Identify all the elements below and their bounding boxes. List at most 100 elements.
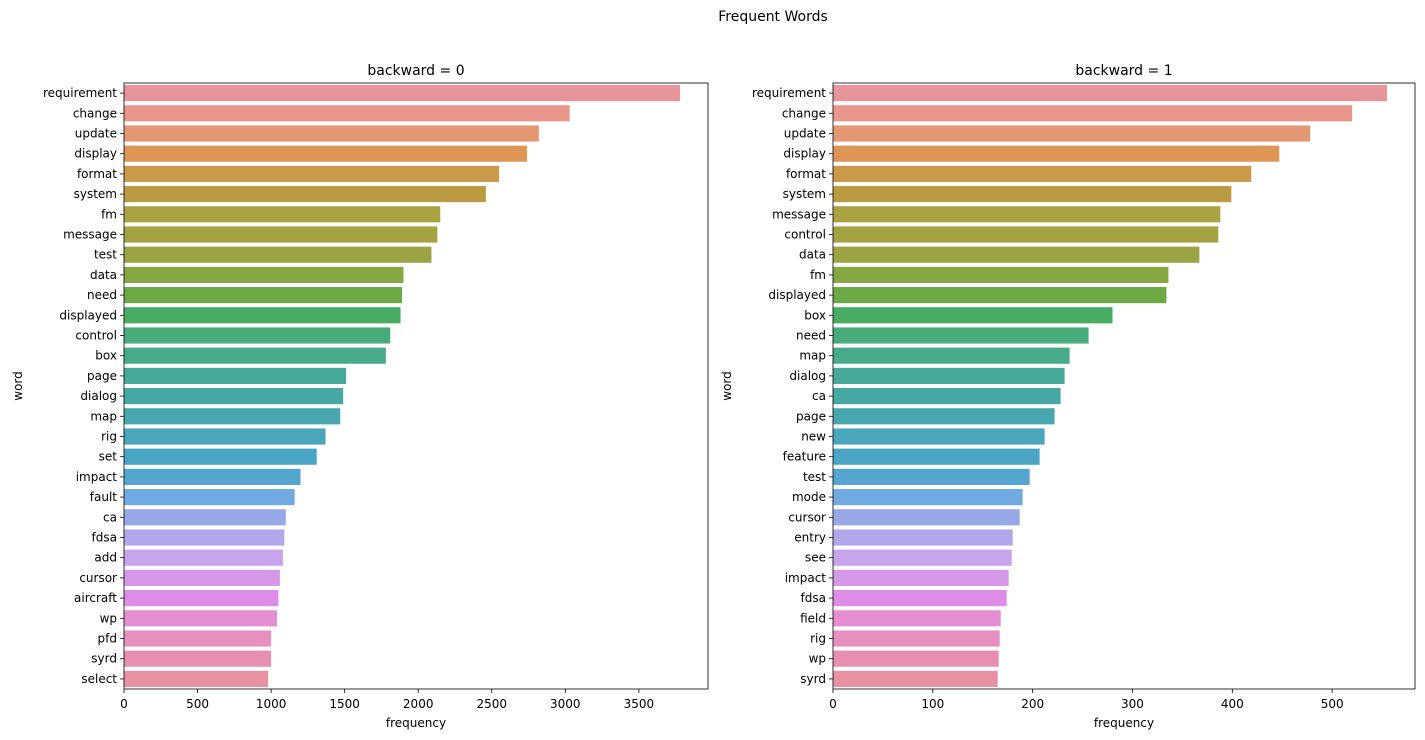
bar-fdsa — [833, 590, 1007, 607]
bar-data — [833, 246, 1200, 263]
x-tick-label: 500 — [1321, 697, 1344, 711]
bar-entry — [833, 529, 1013, 546]
x-tick-label: 0 — [829, 697, 837, 711]
y-tick-label: set — [99, 450, 118, 464]
y-tick-label: fdsa — [801, 591, 826, 605]
y-tick-label: syrd — [800, 672, 826, 686]
bar-displayed — [833, 287, 1167, 304]
bar-requirement — [833, 85, 1388, 102]
figure-suptitle: Frequent Words — [718, 9, 828, 25]
y-tick-label: ca — [103, 510, 117, 524]
bar-select — [124, 670, 269, 687]
y-tick-label: message — [772, 207, 826, 221]
bar-message — [833, 206, 1221, 223]
y-tick-label: displayed — [59, 308, 117, 322]
x-tick-label: 100 — [921, 697, 944, 711]
bar-message — [124, 226, 438, 243]
bar-displayed — [124, 307, 401, 324]
y-tick-label: ca — [812, 389, 826, 403]
y-tick-label: dialog — [789, 369, 826, 383]
y-tick-label: display — [74, 147, 117, 161]
bar-cursor — [124, 569, 280, 586]
bar-test — [833, 468, 1030, 485]
bar-fault — [124, 489, 295, 506]
bar-pfd — [124, 630, 272, 647]
bar-dialog — [124, 388, 344, 405]
bar-box — [124, 347, 386, 364]
y-tick-label: control — [784, 228, 826, 242]
y-tick-label: need — [796, 329, 826, 343]
bar-field — [833, 610, 1001, 627]
y-tick-label: format — [77, 167, 117, 181]
y-tick-label: dialog — [80, 389, 117, 403]
y-tick-label: change — [73, 106, 117, 120]
bar-dialog — [833, 367, 1065, 384]
bar-cursor — [833, 509, 1020, 526]
y-tick-label: pfd — [98, 632, 117, 646]
x-tick-label: 1500 — [329, 697, 360, 711]
bar-aircraft — [124, 590, 279, 607]
y-tick-label: need — [87, 288, 117, 302]
y-tick-label: test — [94, 248, 117, 262]
axes-frame — [123, 82, 709, 690]
bar-set — [124, 448, 317, 465]
y-tick-label: map — [799, 349, 826, 363]
x-tick-label: 2500 — [476, 697, 507, 711]
y-tick-label: entry — [794, 531, 826, 545]
y-tick-label: wp — [100, 611, 117, 625]
y-tick-label: data — [90, 268, 117, 282]
bar-map — [833, 347, 1070, 364]
y-tick-label: map — [90, 409, 117, 423]
y-tick-label: message — [63, 228, 117, 242]
chart-panel-backward-0: requirement change update display format syst… — [11, 63, 709, 730]
bar-new — [833, 428, 1045, 445]
axes-frame — [832, 82, 1416, 690]
x-tick-label: 2000 — [403, 697, 434, 711]
x-tick-label: 3500 — [624, 697, 655, 711]
y-tick-label: display — [783, 147, 826, 161]
y-tick-label: impact — [785, 571, 827, 585]
y-tick-label: select — [81, 672, 117, 686]
y-tick-label: mode — [792, 490, 826, 504]
x-tick-label: 300 — [1121, 697, 1144, 711]
y-tick-label: box — [95, 349, 117, 363]
y-tick-label: syrd — [91, 652, 117, 666]
bar-system — [833, 186, 1232, 203]
bar-box — [833, 307, 1113, 324]
y-tick-label: new — [801, 430, 826, 444]
y-tick-label: page — [796, 409, 826, 423]
y-tick-label: rig — [101, 430, 117, 444]
x-tick-label: 3000 — [550, 697, 581, 711]
bar-format — [124, 165, 500, 182]
x-tick-label: 200 — [1021, 697, 1044, 711]
panel-title: backward = 1 — [1075, 63, 1172, 79]
y-tick-label: aircraft — [74, 591, 117, 605]
bar-update — [833, 125, 1311, 142]
y-tick-label: update — [75, 127, 117, 141]
bar-page — [124, 367, 347, 384]
bar-control — [124, 327, 391, 344]
y-tick-label: control — [75, 329, 117, 343]
bar-wp — [124, 610, 277, 627]
bar-test — [124, 246, 432, 263]
y-tick-label: update — [784, 127, 826, 141]
panel-title: backward = 0 — [367, 63, 464, 79]
y-tick-label: feature — [783, 450, 826, 464]
y-tick-label: format — [786, 167, 826, 181]
bar-impact — [833, 569, 1009, 586]
x-tick-label: 0 — [120, 697, 128, 711]
y-tick-label: change — [782, 106, 826, 120]
bar-rig — [833, 630, 1000, 647]
y-tick-label: add — [94, 551, 117, 565]
y-tick-label: cursor — [79, 571, 117, 585]
y-tick-label: fault — [90, 490, 118, 504]
bar-need — [124, 287, 403, 304]
bar-syrd — [833, 670, 998, 687]
bar-map — [124, 408, 341, 425]
x-axis-label: frequency — [386, 716, 446, 730]
bar-rig — [124, 428, 326, 445]
y-tick-label: field — [800, 611, 826, 625]
bar-data — [124, 266, 404, 283]
bar-need — [833, 327, 1089, 344]
